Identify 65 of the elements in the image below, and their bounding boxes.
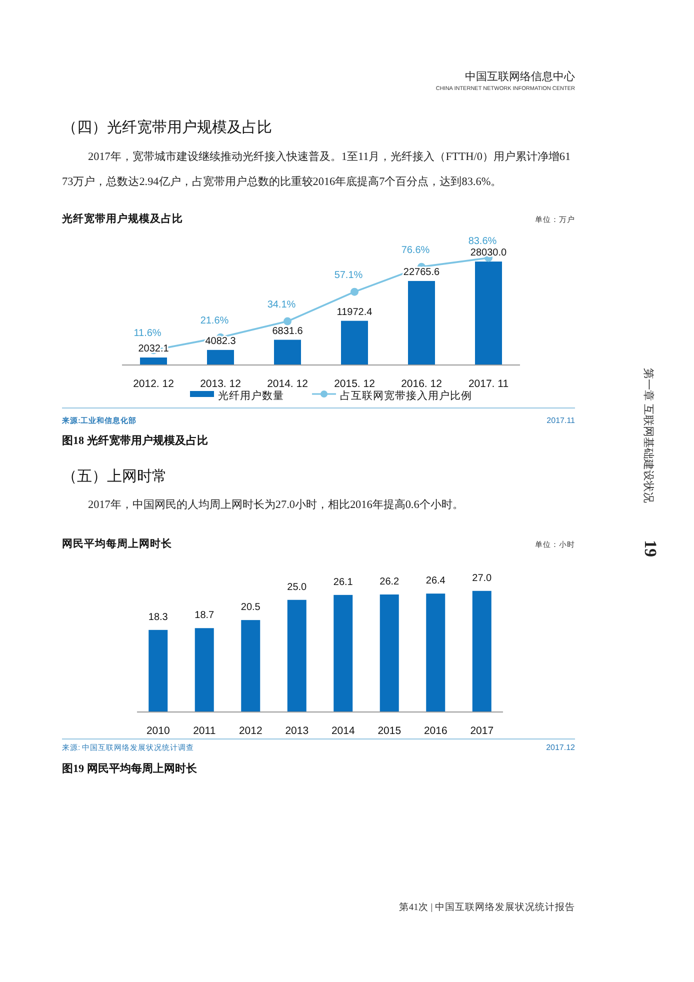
legend-label: 占互联网宽带接入用户比例	[340, 389, 472, 402]
text: （四）光纤宽带用户规模及占比	[62, 119, 272, 136]
data-label: 34.1%	[267, 299, 296, 310]
data-label: 18.3	[148, 612, 168, 623]
text: （五）上网时常	[62, 468, 167, 485]
bar	[334, 594, 353, 712]
data-label: 21.6%	[200, 315, 229, 326]
point	[284, 317, 292, 326]
x-tick-label: 2011	[193, 725, 216, 737]
x-tick-label: 2012. 12	[133, 378, 174, 390]
bar	[140, 358, 167, 365]
bar	[194, 628, 214, 712]
x-tick-label: 2015. 12	[334, 378, 376, 390]
bar	[287, 600, 306, 712]
data-label: 20.5	[240, 602, 261, 614]
data-label: 26.2	[380, 576, 400, 588]
text: 2017.12	[546, 743, 576, 752]
chart-title: 网民平均每周上网时长	[62, 537, 173, 550]
legend-label: 光纤用户数量	[218, 389, 284, 402]
data-label: 22765.6	[403, 266, 440, 278]
text: 2017.11	[546, 416, 576, 425]
text: 2017年，宽带城市建设继续推动光纤接入快速普及。1至11月，光纤接入（FTTH/0）用户累计净增6173万户，总数达2.94亿户，占宽带用户总数的比重较2016年底提高7个百分点，达到83.6%。	[62, 150, 571, 188]
data-label: 11972.4	[336, 306, 373, 318]
bar	[274, 340, 301, 365]
bar	[148, 630, 168, 712]
x-tick-label: 2013	[285, 725, 309, 737]
text: 19	[641, 540, 660, 557]
text: 2017年，中国网民的人均周上网时长为27.0小时，相比2016年提高0.6个小时。	[88, 498, 464, 511]
chart-title: 光纤宽带用户规模及占比	[61, 212, 183, 225]
data-label: 27.0	[472, 572, 492, 584]
x-tick-label: 2016. 12	[401, 378, 442, 390]
data-label: 18.7	[194, 610, 215, 622]
x-tick-label: 2016	[424, 725, 448, 737]
x-tick-label: 2010	[146, 725, 170, 737]
caption: 图18 光纤宽带用户规模及占比	[62, 434, 208, 447]
data-label: 4082.3	[205, 336, 236, 347]
data-label: 25.0	[287, 582, 308, 593]
text: 第一章 互联网基础建设状况	[642, 368, 655, 503]
data-label: 11.6%	[134, 328, 162, 340]
data-label: 26.4	[426, 576, 446, 587]
x-tick-label: 2017. 11	[468, 378, 509, 390]
text: 中国互联网络信息中心	[465, 70, 575, 83]
caption: 图19 网民平均每周上网时长	[62, 762, 198, 775]
bar	[380, 594, 399, 712]
data-label: 6831.6	[272, 326, 304, 337]
data-label: 83.6%	[468, 236, 497, 247]
x-tick-label: 2015	[378, 725, 402, 737]
x-tick-label: 2014	[331, 725, 355, 737]
bar	[475, 262, 502, 365]
point	[350, 288, 358, 296]
x-tick-label: 2017	[470, 725, 494, 737]
data-label: 28030.0	[470, 248, 508, 259]
data-label: 76.6%	[401, 244, 430, 256]
bar	[341, 320, 368, 365]
bar	[241, 620, 260, 712]
data-label: 26.1	[333, 576, 354, 588]
x-tick-label: 2012	[238, 725, 262, 737]
bar	[472, 590, 492, 712]
x-tick-label: 2014. 12	[267, 378, 308, 390]
bar	[207, 350, 234, 365]
bar	[426, 594, 446, 712]
text: 第41次 | 中国互联网络发展状况统计报告	[398, 901, 575, 913]
data-label: 57.1%	[334, 270, 363, 281]
x-tick-label: 2013. 12	[200, 378, 242, 390]
bar	[408, 280, 435, 365]
